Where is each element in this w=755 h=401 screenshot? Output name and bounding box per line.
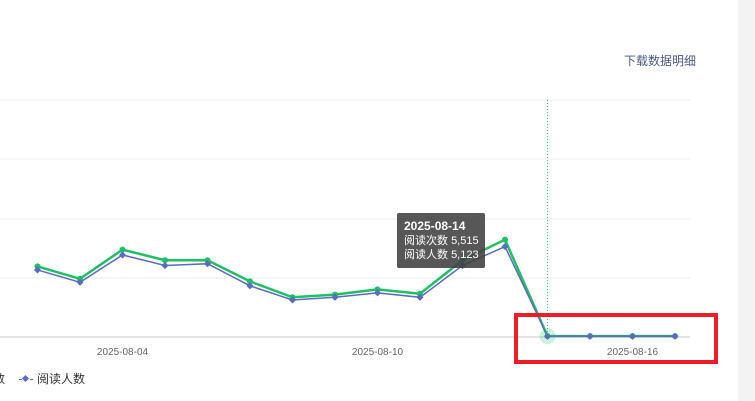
series-0-point-4[interactable]: [162, 257, 168, 264]
series-1-point-13[interactable]: [543, 332, 552, 340]
tooltip-row-readers: 阅读人数 5,123: [404, 248, 479, 262]
tooltip-date: 2025-08-14: [404, 219, 466, 233]
series-0-point-3[interactable]: [119, 246, 126, 253]
x-axis-ticks: 2025-08-04 2025-08-10 2025-08-16: [97, 347, 659, 358]
legend-readers-label: 阅读人数: [37, 372, 86, 386]
legend-readers-marker-icon: [19, 374, 34, 384]
series-1-point-4[interactable]: [161, 261, 169, 270]
x-tick-label-0: 2025-08-04: [97, 347, 149, 358]
series-1-point-1[interactable]: [33, 266, 42, 274]
series-1-point-15[interactable]: [628, 332, 637, 340]
series-1-point-2[interactable]: [76, 278, 84, 286]
series-line-0: [37, 237, 675, 338]
series-1-point-12[interactable]: [501, 243, 509, 251]
series-1-point-6[interactable]: [246, 282, 254, 290]
tooltip-row-reads: 阅读次数 5,515: [404, 234, 479, 248]
legend-reads-label: 数: [0, 370, 5, 387]
series-0-point-12[interactable]: [502, 236, 508, 243]
series-1-point-10[interactable]: [416, 293, 424, 301]
vertical-scrollbar[interactable]: [738, 0, 755, 401]
tooltip-reads-label: 阅读次数: [404, 235, 448, 247]
series-1-point-9[interactable]: [373, 289, 382, 297]
series-1-point-16[interactable]: [671, 332, 679, 340]
x-tick-label-1: 2025-08-10: [352, 347, 404, 358]
series-1-point-14[interactable]: [586, 332, 594, 340]
chart-legend: 数 阅读人数: [0, 370, 85, 387]
legend-item-reads[interactable]: 数: [0, 370, 5, 387]
series-line-1: [37, 245, 675, 338]
chart-gridlines: [0, 99, 690, 338]
series-1-point-5[interactable]: [203, 260, 212, 268]
tooltip-reads-value: 5,515: [451, 235, 479, 247]
line-chart: 2025-08-04 2025-08-10 2025-08-16: [0, 99, 690, 358]
series-1-point-7[interactable]: [288, 296, 297, 304]
series-0-point-6[interactable]: [247, 278, 253, 285]
chart-series: [33, 236, 679, 345]
series-1-point-8[interactable]: [331, 293, 339, 301]
x-tick-label-2: 2025-08-16: [607, 347, 659, 358]
download-data-details-link[interactable]: 下载数据明细: [624, 54, 697, 68]
chart-tooltip: 2025-08-14 阅读次数 5,515 阅读人数 5,123: [397, 213, 485, 268]
tooltip-readers-value: 5,123: [451, 249, 479, 261]
legend-item-readers[interactable]: 阅读人数: [19, 370, 85, 387]
tooltip-readers-label: 阅读人数: [404, 249, 448, 261]
